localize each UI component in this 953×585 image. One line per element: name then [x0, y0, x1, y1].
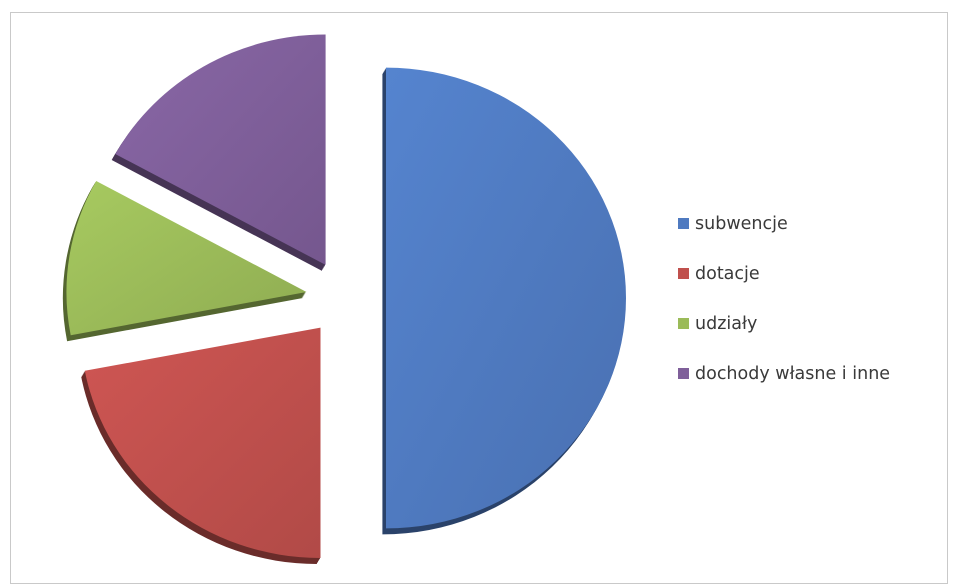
- legend-swatch: [678, 268, 689, 279]
- legend-item: dochody własne i inne: [678, 361, 948, 386]
- legend-label: dotacje: [695, 263, 760, 284]
- chart-legend: subwencje dotacje udziały dochody własne i …: [678, 211, 948, 411]
- legend-label: dochody własne i inne: [695, 363, 891, 384]
- pie-slice-udziały: [66, 181, 307, 336]
- legend-swatch: [678, 368, 689, 379]
- legend-item: dotacje: [678, 261, 948, 286]
- pie-slice-subwencje: [386, 67, 627, 529]
- legend-label: subwencje: [695, 213, 788, 234]
- legend-swatch: [678, 318, 689, 329]
- legend-label: udziały: [695, 313, 758, 334]
- legend-item: subwencje: [678, 211, 948, 236]
- legend-item: udziały: [678, 311, 948, 336]
- pie-slice-dochody-własne-i-inne: [115, 34, 326, 265]
- pie-slice-dotacje: [84, 327, 321, 558]
- legend-swatch: [678, 218, 689, 229]
